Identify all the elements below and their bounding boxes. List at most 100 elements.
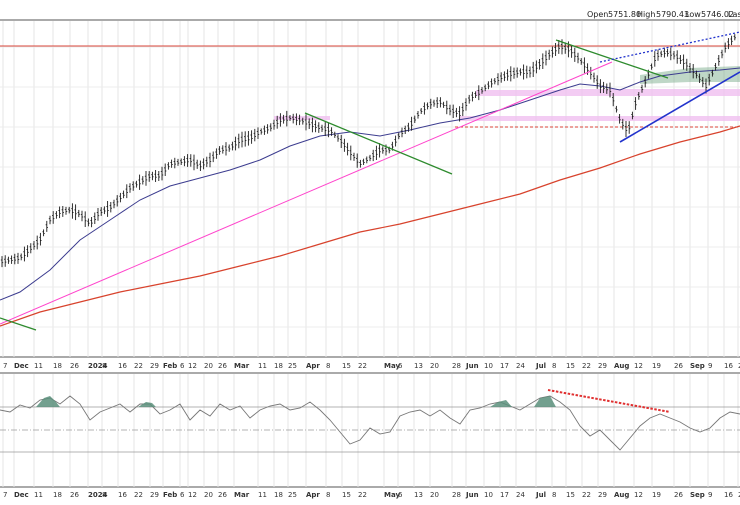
indicator-line (0, 395, 740, 451)
low-value: 5746.02 (701, 10, 734, 19)
rising-trendline (0, 61, 613, 325)
x-tick-label: Sep (690, 491, 705, 499)
open-label: Open (587, 10, 608, 19)
x-tick-label: Feb (163, 362, 177, 370)
x-tick-label: 8 (326, 491, 330, 499)
x-tick-label: 28 (452, 491, 461, 499)
x-tick-label: 8 (326, 362, 330, 370)
divergence-line (547, 389, 671, 413)
x-tick-label: 6 (180, 362, 185, 370)
x-tick-label: 2 (738, 491, 740, 499)
downtrend-line (304, 112, 453, 175)
x-tick-label: Jul (535, 362, 546, 370)
x-tick-label: 18 (274, 362, 283, 370)
x-tick-label: 12 (634, 491, 643, 499)
x-tick-label: 8 (102, 491, 106, 499)
x-tick-label: 15 (566, 362, 575, 370)
high-value: 5790.43 (656, 10, 689, 19)
x-tick-label: 8 (552, 362, 556, 370)
x-tick-label: 18 (53, 491, 62, 499)
x-tick-label: 18 (274, 491, 283, 499)
x-tick-label: 22 (358, 491, 367, 499)
support-zone (460, 116, 740, 121)
x-tick-label: 6 (398, 362, 403, 370)
x-tick-label: Jun (465, 491, 479, 499)
x-tick-label: 12 (188, 491, 197, 499)
x-tick-label: 20 (430, 491, 439, 499)
high-label: High (637, 10, 655, 19)
x-tick-label: Aug (614, 491, 629, 499)
x-tick-label: 29 (150, 362, 159, 370)
x-tick-label: Sep (690, 362, 705, 370)
x-tick-label: 8 (102, 362, 106, 370)
x-tick-label: 17 (500, 491, 509, 499)
x-tick-label: 13 (414, 491, 423, 499)
x-tick-label: 2024 (88, 491, 108, 499)
x-tick-label: 26 (70, 491, 79, 499)
x-tick-label: 13 (414, 362, 423, 370)
x-tick-label: 22 (582, 491, 591, 499)
main-grid (0, 21, 740, 357)
x-tick-label: Jun (465, 362, 479, 370)
x-tick-label: Feb (163, 491, 177, 499)
x-tick-label: 11 (258, 362, 267, 370)
x-tick-label: 24 (516, 362, 525, 370)
x-tick-label: 24 (516, 491, 525, 499)
x-tick-label: 6 (180, 491, 185, 499)
x-tick-label: 25 (288, 491, 297, 499)
indicator-grid (2, 374, 739, 487)
downtrend-line (0, 317, 37, 331)
moving-averages (0, 67, 740, 327)
x-tick-label: 29 (150, 491, 159, 499)
x-tick-label: 22 (582, 362, 591, 370)
overbought-fill (534, 396, 556, 407)
x-tick-label: 20 (430, 362, 439, 370)
ohlc-bars (0, 34, 736, 268)
support-zone (274, 116, 330, 120)
support-zone (476, 90, 560, 96)
x-tick-label: 16 (724, 491, 733, 499)
x-tick-label: 11 (258, 491, 267, 499)
x-tick-label: 7 (3, 491, 7, 499)
x-tick-label: 12 (188, 362, 197, 370)
x-tick-label: 9 (708, 491, 712, 499)
x-tick-label: Jul (535, 491, 546, 499)
x-tick-label: Mar (234, 491, 250, 499)
x-tick-label: 16 (118, 491, 127, 499)
open-value: 5751.80 (608, 10, 641, 19)
x-tick-label: 17 (500, 362, 509, 370)
x-tick-label: 26 (674, 362, 683, 370)
x-tick-label: 22 (134, 362, 143, 370)
x-tick-label: Mar (234, 362, 250, 370)
x-tick-label: 29 (598, 491, 607, 499)
x-tick-label: Dec (14, 491, 29, 499)
x-tick-label: 11 (34, 362, 43, 370)
x-tick-label: Apr (306, 362, 320, 370)
x-tick-label: 9 (708, 362, 712, 370)
ma-short-line (0, 67, 740, 301)
horizontal-levels (0, 45, 740, 128)
support-zone (560, 89, 740, 96)
x-tick-label: 19 (652, 491, 661, 499)
x-tick-label: 26 (218, 491, 227, 499)
x-tick-label: May (384, 491, 400, 499)
x-tick-label: 19 (652, 362, 661, 370)
overbought-fill (490, 400, 512, 407)
x-tick-label: 15 (342, 491, 351, 499)
x-tick-label: 20 (204, 362, 213, 370)
x-tick-label: Aug (614, 362, 629, 370)
x-tick-label: 10 (484, 362, 493, 370)
x-tick-label: 11 (34, 491, 43, 499)
x-tick-label: 26 (674, 491, 683, 499)
x-tick-label: 29 (598, 362, 607, 370)
trendlines (0, 31, 740, 331)
uptrend-line (619, 71, 740, 143)
x-tick-label: 22 (358, 362, 367, 370)
x-tick-label: Dec (14, 362, 29, 370)
x-tick-label: 16 (724, 362, 733, 370)
x-tick-label: 22 (134, 491, 143, 499)
